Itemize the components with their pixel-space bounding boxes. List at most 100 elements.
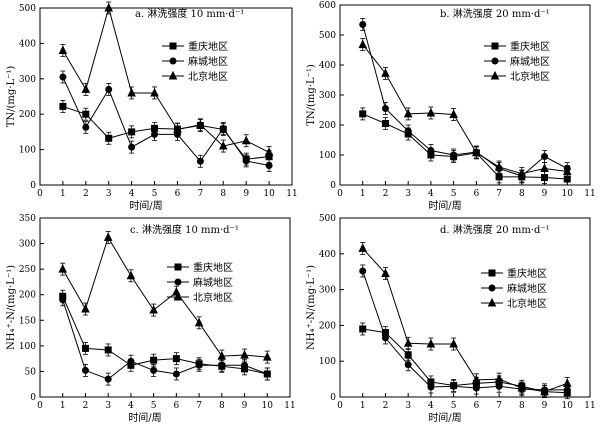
x-tick-label: 1 xyxy=(360,189,366,199)
data-point xyxy=(540,163,549,172)
series-2 xyxy=(59,293,271,386)
x-tick-label: 2 xyxy=(383,189,389,199)
x-tick-label: 2 xyxy=(83,189,89,199)
series-1 xyxy=(59,289,271,381)
x-tick-label: 2 xyxy=(83,401,89,411)
legend-marker xyxy=(491,42,499,50)
x-tick-label: 0 xyxy=(37,189,43,199)
data-point xyxy=(426,338,436,348)
data-point xyxy=(541,153,549,160)
data-point xyxy=(195,361,203,369)
data-point xyxy=(173,124,182,133)
data-point xyxy=(263,370,271,378)
x-tick-label: 11 xyxy=(584,189,595,199)
data-point xyxy=(265,162,273,170)
data-point xyxy=(427,383,435,391)
legend-marker xyxy=(491,57,499,65)
data-point xyxy=(150,87,159,97)
data-point xyxy=(494,373,504,383)
x-tick-label: 6 xyxy=(175,189,181,199)
series-line xyxy=(362,248,568,393)
series-line xyxy=(362,24,568,177)
data-point xyxy=(264,147,274,156)
data-point xyxy=(128,128,136,136)
x-tick-label: 1 xyxy=(60,401,66,411)
chart-panel-2: 0 1 2 3 4 5 6 7 8 9 10 11 0 100 200 300 400 500 600 时间/周 TN/… xyxy=(306,1,596,212)
y-tick-label: 0 xyxy=(330,181,336,191)
y-tick-label: 600 xyxy=(319,1,336,11)
y-tick-label: 300 xyxy=(319,286,336,296)
data-point xyxy=(196,157,204,165)
chart-panel-1: 0 1 2 3 4 5 6 7 8 9 10 11 0 100 200 300 400 500 时间/周 TN/(mg… xyxy=(6,1,298,212)
data-point xyxy=(427,147,435,154)
data-point xyxy=(196,119,205,129)
y-tick-label: 500 xyxy=(319,214,336,224)
y-tick-label: 300 xyxy=(19,240,36,250)
data-point xyxy=(81,84,91,93)
chart-title: d. 淋洗强度 20 mm·d⁻¹ xyxy=(440,223,550,236)
data-point xyxy=(59,73,67,81)
y-tick-label: 100 xyxy=(19,146,36,156)
y-axis-label: NH₄⁺-N/(mg·L⁻¹) xyxy=(6,265,17,350)
data-point xyxy=(494,161,504,171)
x-tick-label: 4 xyxy=(128,401,134,411)
x-tick-label: 3 xyxy=(405,401,411,411)
series-3 xyxy=(58,231,272,364)
data-point xyxy=(151,130,159,138)
series-line xyxy=(362,328,568,394)
series-1 xyxy=(59,100,273,166)
data-point xyxy=(262,351,272,361)
y-tick-label: 0 xyxy=(30,181,36,191)
data-point xyxy=(150,356,158,364)
y-tick-label: 150 xyxy=(19,316,36,326)
data-point xyxy=(426,107,436,117)
y-tick-label: 200 xyxy=(319,121,336,131)
data-point xyxy=(105,85,113,93)
x-tick-label: 8 xyxy=(219,401,225,411)
data-point xyxy=(103,232,113,241)
x-axis-label: 时间/周 xyxy=(129,199,162,212)
legend-marker xyxy=(173,291,183,301)
chart-title: b. 淋洗强度 20 mm·d⁻¹ xyxy=(440,7,550,20)
series-2 xyxy=(59,70,273,172)
data-point xyxy=(472,147,481,157)
data-point xyxy=(541,174,549,181)
data-point xyxy=(359,267,367,275)
x-tick-label: 3 xyxy=(106,189,112,199)
data-point xyxy=(517,382,527,392)
data-point xyxy=(81,303,90,313)
x-tick-label: 5 xyxy=(451,189,457,199)
y-tick-label: 100 xyxy=(319,357,336,367)
x-tick-label: 10 xyxy=(562,189,574,199)
data-point xyxy=(105,134,113,142)
data-point xyxy=(81,344,89,352)
y-tick-label: 100 xyxy=(319,151,336,161)
y-tick-label: 250 xyxy=(19,265,36,275)
y-tick-label: 200 xyxy=(19,291,36,301)
y-tick-label: 100 xyxy=(19,342,36,352)
data-point xyxy=(517,168,527,178)
chart-panel-4: 0 1 2 3 4 5 6 7 8 9 10 11 0 100 200 300 400 500 时间/周 NH₄⁺-N… xyxy=(306,214,596,424)
y-tick-label: 500 xyxy=(19,4,36,14)
legend-label: 麻城地区 xyxy=(510,55,550,68)
x-tick-label: 1 xyxy=(60,189,66,199)
data-point xyxy=(127,357,135,365)
x-tick-label: 7 xyxy=(197,189,203,199)
x-tick-label: 10 xyxy=(263,189,275,199)
legend-marker xyxy=(490,70,500,80)
legend-label: 麻城地区 xyxy=(507,282,547,295)
data-point xyxy=(58,264,68,273)
data-point xyxy=(127,87,136,97)
x-tick-label: 2 xyxy=(383,401,389,411)
legend-marker xyxy=(174,263,182,271)
plot-frame xyxy=(339,4,591,186)
x-tick-label: 4 xyxy=(428,401,434,411)
legend-label: 北京地区 xyxy=(507,297,547,310)
x-axis-label: 时间/周 xyxy=(428,199,461,212)
x-tick-label: 6 xyxy=(473,189,479,199)
data-point xyxy=(218,361,226,369)
y-tick-label: 400 xyxy=(319,250,336,260)
series-line xyxy=(62,6,270,153)
